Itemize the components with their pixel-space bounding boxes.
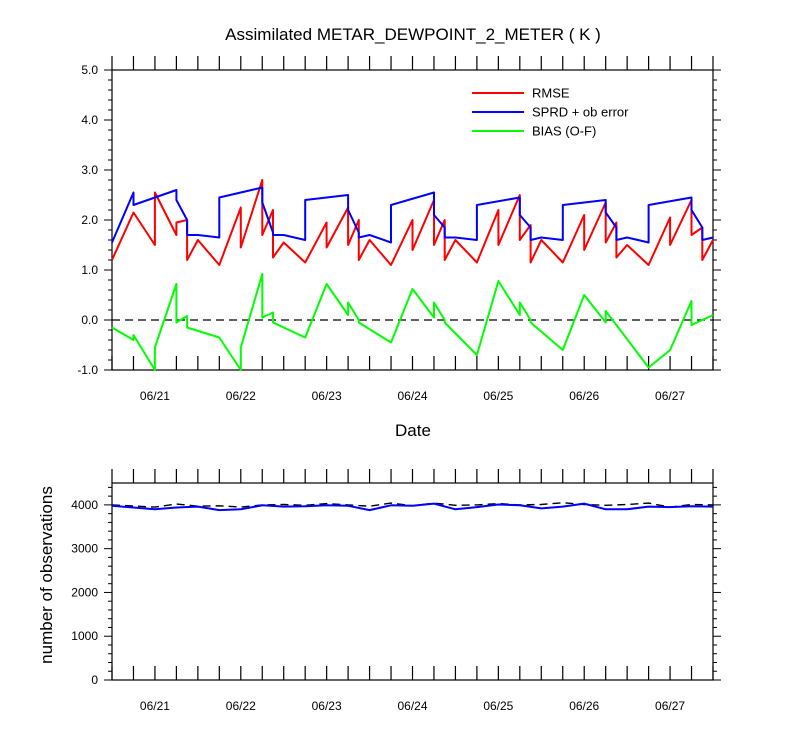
top-plot-panel: 06/21 06/22 06/23 06/24 06/25 06/26 06/27 5.0 4.… [77,56,721,403]
y-tick-label: 1000 [71,629,98,643]
x-tick-label: 06/26 [569,699,599,713]
series-line-sprd-ob-error [111,186,714,244]
series-line-bias-o-f [111,273,714,371]
x-tick-label: 06/23 [312,389,342,403]
y-tick-label: 3.0 [81,163,98,177]
legend-label: SPRD + ob error [532,105,629,120]
chart-title: Assimilated METAR_DEWPOINT_2_METER ( K ) [225,25,601,44]
series-line-rmse [111,179,714,266]
x-tick-label: 06/27 [655,389,685,403]
x-tick-label: 06/23 [312,699,342,713]
y-tick-label: -1.0 [77,363,98,377]
x-axis-title: Date [395,421,431,440]
series-line-solid [111,502,714,512]
x-tick-label: 06/24 [397,389,427,403]
legend-label: BIAS (O-F) [532,124,596,139]
bottom-plot-panel: 06/21 06/22 06/23 06/24 06/25 06/26 06/27 4000 3… [71,469,721,713]
y-tick-label: 2000 [71,585,98,599]
x-tick-label: 06/21 [140,699,170,713]
y-tick-label: 5.0 [81,63,98,77]
x-tick-label: 06/22 [226,699,256,713]
y-tick-label: 1.0 [81,263,98,277]
plot-frame [111,482,714,681]
x-tick-label: 06/26 [569,389,599,403]
x-tick-label: 06/22 [226,389,256,403]
y-tick-label: 0 [91,673,98,687]
x-tick-label: 06/27 [655,699,685,713]
x-tick-label: 06/24 [397,699,427,713]
y-axis-title-observations: number of observations [37,486,56,664]
y-tick-label: 0.0 [81,313,98,327]
x-tick-label: 06/25 [483,389,513,403]
y-tick-label: 3000 [71,542,98,556]
legend-label: RMSE [532,86,570,101]
x-tick-label: 06/25 [483,699,513,713]
y-tick-label: 4.0 [81,113,98,127]
y-tick-label: 2.0 [81,213,98,227]
y-tick-label: 4000 [71,498,98,512]
x-tick-label: 06/21 [140,389,170,403]
